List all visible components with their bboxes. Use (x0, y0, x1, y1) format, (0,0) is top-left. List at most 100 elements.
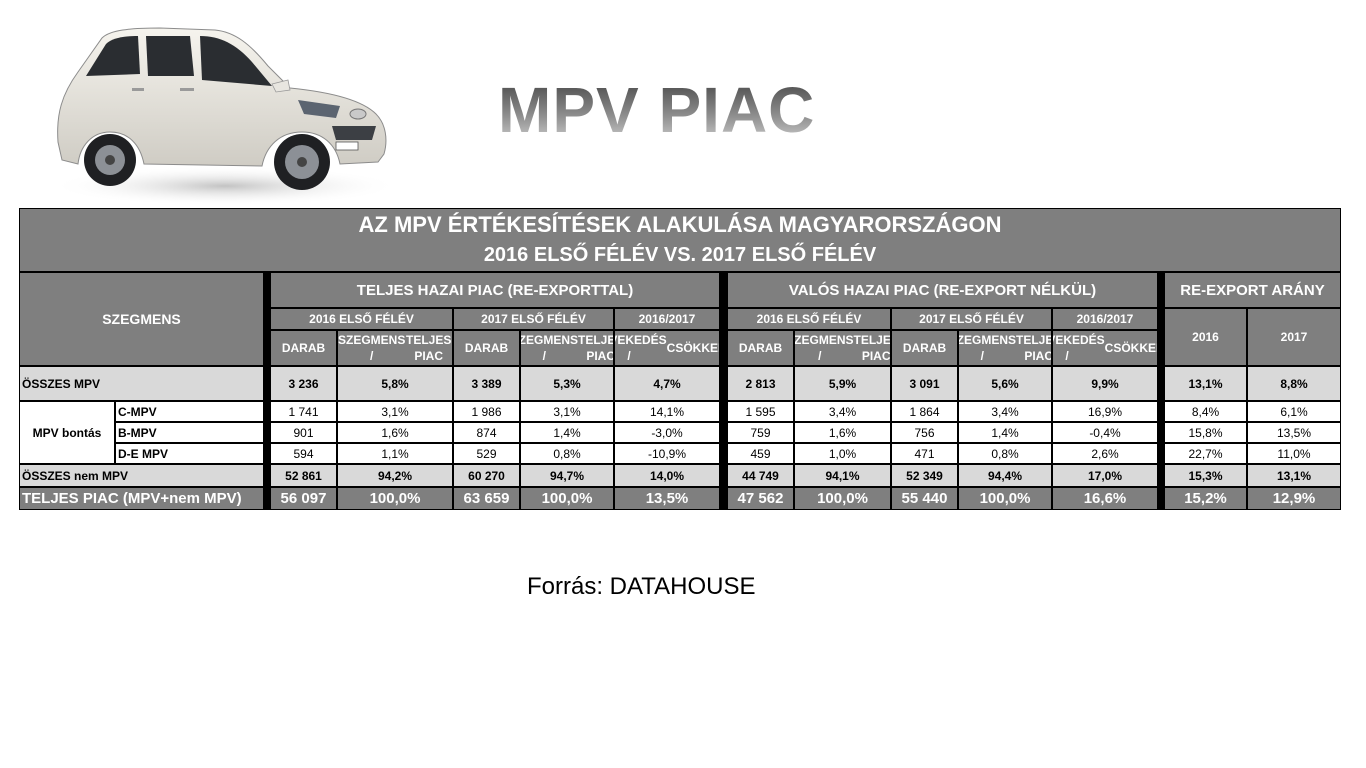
column-separator (264, 272, 270, 510)
table-cell: 1,6% (794, 422, 891, 443)
table-cell: 13,5% (614, 487, 720, 510)
period-header: 2017 ELSŐ FÉLÉV (453, 308, 614, 330)
column-header-share: SZEGMENS /TELJES PIAC (958, 330, 1052, 366)
header-line: SZEGMENS / (959, 333, 1016, 363)
table-cell: 1 595 (727, 401, 794, 422)
table-cell: 63 659 (453, 487, 520, 510)
table-cell: 1 986 (453, 401, 520, 422)
page-title: MPV PIAC (498, 74, 816, 146)
table-cell: 874 (453, 422, 520, 443)
table-cell: 15,8% (1164, 422, 1247, 443)
table-cell: 94,4% (958, 464, 1052, 487)
header-line: SZEGMENS / (794, 333, 854, 363)
car-image (50, 27, 400, 206)
table-cell: 594 (270, 443, 337, 464)
table-cell: 100,0% (520, 487, 614, 510)
table-cell: 22,7% (1164, 443, 1247, 464)
column-header-share: SZEGMENS /TELJES PIAC (794, 330, 891, 366)
table-cell: 94,7% (520, 464, 614, 487)
column-header-darab: DARAB (891, 330, 958, 366)
table-title-line-2: 2016 ELSŐ FÉLÉV VS. 2017 ELSŐ FÉLÉV (483, 244, 877, 266)
source-caption: Forrás: DATAHOUSE (527, 573, 756, 600)
table-cell: 12,9% (1247, 487, 1341, 510)
table-cell: 756 (891, 422, 958, 443)
column-header-darab: DARAB (453, 330, 520, 366)
table-cell: -3,0% (614, 422, 720, 443)
table-cell: 1,4% (958, 422, 1052, 443)
table-cell: 9,9% (1052, 366, 1158, 401)
table-cell: 6,1% (1247, 401, 1341, 422)
column-header-share: SZEGMENS /TELJES PIAC (337, 330, 453, 366)
table-cell: 13,5% (1247, 422, 1341, 443)
table-cell: 44 749 (727, 464, 794, 487)
table-cell: 1,4% (520, 422, 614, 443)
table-cell: 5,8% (337, 366, 453, 401)
table-cell: 3,1% (337, 401, 453, 422)
table-cell: 16,9% (1052, 401, 1158, 422)
table-cell: -10,9% (614, 443, 720, 464)
year-header-2016: 2016 (1164, 308, 1247, 366)
table-cell: 529 (453, 443, 520, 464)
table-cell: 3,4% (958, 401, 1052, 422)
table-title: AZ MPV ÉRTÉKESÍTÉSEK ALAKULÁSA MAGYARORS… (19, 208, 1341, 272)
table-cell: 56 097 (270, 487, 337, 510)
table-cell: 100,0% (794, 487, 891, 510)
table-cell: 11,0% (1247, 443, 1341, 464)
period-header: 2017 ELSŐ FÉLÉV (891, 308, 1052, 330)
header-line: NÖVEKEDÉS / (615, 333, 667, 363)
table-cell: 16,6% (1052, 487, 1158, 510)
table-cell: 2 813 (727, 366, 794, 401)
table-cell: 1 741 (270, 401, 337, 422)
row-label: C-MPV (115, 401, 264, 422)
row-label: ÖSSZES MPV (19, 366, 264, 401)
table-cell: 8,4% (1164, 401, 1247, 422)
table-cell: 759 (727, 422, 794, 443)
table-cell: 3,1% (520, 401, 614, 422)
row-label: D-E MPV (115, 443, 264, 464)
column-separator (720, 272, 727, 510)
table-cell: 901 (270, 422, 337, 443)
table-cell: 1,6% (337, 422, 453, 443)
table-cell: 2,6% (1052, 443, 1158, 464)
table-cell: 3 091 (891, 366, 958, 401)
column-header-share: SZEGMENS /TELJES PIAC (520, 330, 614, 366)
column-separator (1158, 272, 1164, 510)
table-cell: 13,1% (1247, 464, 1341, 487)
group-header-total-market: TELJES HAZAI PIAC (RE-EXPORTTAL) (270, 272, 720, 308)
table-cell: 100,0% (958, 487, 1052, 510)
table-cell: 15,3% (1164, 464, 1247, 487)
header-line: TELJES PIAC (1016, 333, 1052, 363)
header-line: NÖVEKEDÉS / (1053, 333, 1105, 363)
table-cell: 15,2% (1164, 487, 1247, 510)
table-cell: 14,1% (614, 401, 720, 422)
breakdown-label: MPV bontás (19, 401, 115, 464)
header-line: CSÖKKENÉS (1104, 341, 1157, 355)
column-header-darab: DARAB (727, 330, 794, 366)
row-label: ÖSSZES nem MPV (19, 464, 264, 487)
header-line: CSÖKKENÉS (666, 341, 719, 355)
table-cell: 52 861 (270, 464, 337, 487)
year-header-2017: 2017 (1247, 308, 1341, 366)
table-title-line-1: AZ MPV ÉRTÉKESÍTÉSEK ALAKULÁSA MAGYARORS… (358, 212, 1002, 237)
table-cell: 5,9% (794, 366, 891, 401)
table-cell: 13,1% (1164, 366, 1247, 401)
table-cell: 0,8% (958, 443, 1052, 464)
table-cell: 4,7% (614, 366, 720, 401)
table-cell: 52 349 (891, 464, 958, 487)
row-label: B-MPV (115, 422, 264, 443)
table-cell: -0,4% (1052, 422, 1158, 443)
group-header-reexport: RE-EXPORT ARÁNY (1164, 272, 1341, 308)
table-cell: 3,4% (794, 401, 891, 422)
table-cell: 459 (727, 443, 794, 464)
table-cell: 14,0% (614, 464, 720, 487)
header-line: TELJES PIAC (853, 333, 891, 363)
table-cell: 55 440 (891, 487, 958, 510)
table-cell: 17,0% (1052, 464, 1158, 487)
header-line: TELJES PIAC (405, 333, 452, 363)
table-cell: 94,2% (337, 464, 453, 487)
table-cell: 47 562 (727, 487, 794, 510)
table-cell: 5,6% (958, 366, 1052, 401)
table-cell: 1,0% (794, 443, 891, 464)
group-header-real-market: VALÓS HAZAI PIAC (RE-EXPORT NÉLKÜL) (727, 272, 1158, 308)
row-label: TELJES PIAC (MPV+nem MPV) (19, 487, 264, 510)
